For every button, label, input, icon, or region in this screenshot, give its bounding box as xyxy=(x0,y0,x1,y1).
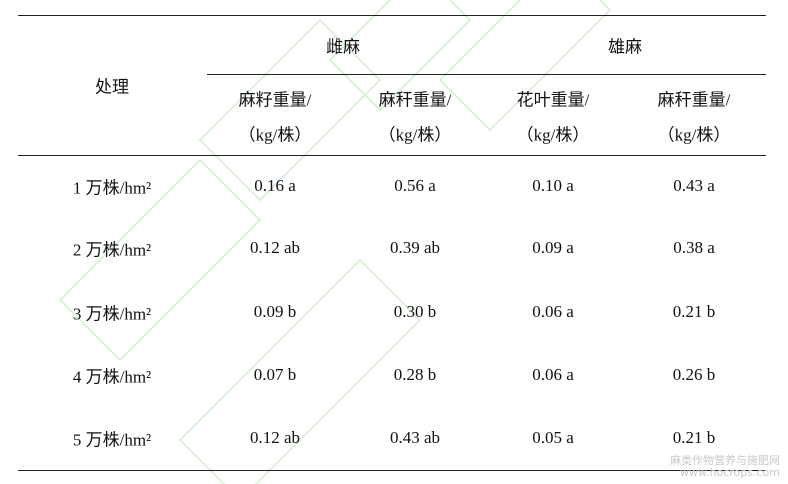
row-label-header: 处理 xyxy=(95,77,129,97)
table-cell: 0.06 a xyxy=(532,365,574,384)
table-cell: 0.05 a xyxy=(532,428,574,447)
table-cell: 0.21 b xyxy=(672,428,716,447)
table-cell: 0.07 b xyxy=(253,365,297,384)
table-cell: 0.09 b xyxy=(253,302,297,321)
table-cell: 0.39 ab xyxy=(389,238,441,257)
column-header: 花叶重量/ xyxy=(516,90,590,110)
row-label: 4 万株/hm² xyxy=(72,367,152,387)
row-label: 5 万株/hm² xyxy=(72,430,152,450)
table-cell: 0.21 b xyxy=(672,302,716,321)
column-unit: （kg/株） xyxy=(378,125,452,145)
table-cell: 0.28 b xyxy=(393,365,437,384)
table-cell: 0.38 a xyxy=(673,238,715,257)
column-unit: （kg/株） xyxy=(516,125,590,145)
table-cell: 0.26 b xyxy=(672,365,716,384)
watermark-site: 麻类作物营养与施肥网 xyxy=(670,454,780,467)
table-cell: 0.06 a xyxy=(532,302,574,321)
group-rule xyxy=(207,74,766,75)
column-unit: （kg/株） xyxy=(238,125,312,145)
column-header: 麻籽重量/ xyxy=(238,90,312,110)
column-header: 麻秆重量/ xyxy=(657,90,731,110)
table-cell: 0.09 a xyxy=(532,238,574,257)
row-label: 3 万株/hm² xyxy=(72,304,152,324)
table-cell: 0.16 a xyxy=(254,176,296,195)
table-cell: 0.56 a xyxy=(394,176,436,195)
column-header: 麻秆重量/ xyxy=(378,90,452,110)
table-cell: 0.10 a xyxy=(532,176,574,195)
table-cell: 0.43 a xyxy=(673,176,715,195)
table-cell: 0.30 b xyxy=(393,302,437,321)
row-label: 1 万株/hm² xyxy=(72,178,152,198)
group-header: 雌麻 xyxy=(326,37,360,57)
row-label: 2 万株/hm² xyxy=(72,240,152,260)
table-cell: 0.12 ab xyxy=(249,428,301,447)
header-rule xyxy=(18,155,766,156)
group-header: 雄麻 xyxy=(608,37,642,57)
table-cell: 0.12 ab xyxy=(249,238,301,257)
top-rule xyxy=(18,15,766,16)
watermark-url: www.hocrops.com xyxy=(680,466,780,479)
bottom-rule xyxy=(18,470,766,471)
table-cell: 0.43 ab xyxy=(389,428,441,447)
column-unit: （kg/株） xyxy=(657,125,731,145)
